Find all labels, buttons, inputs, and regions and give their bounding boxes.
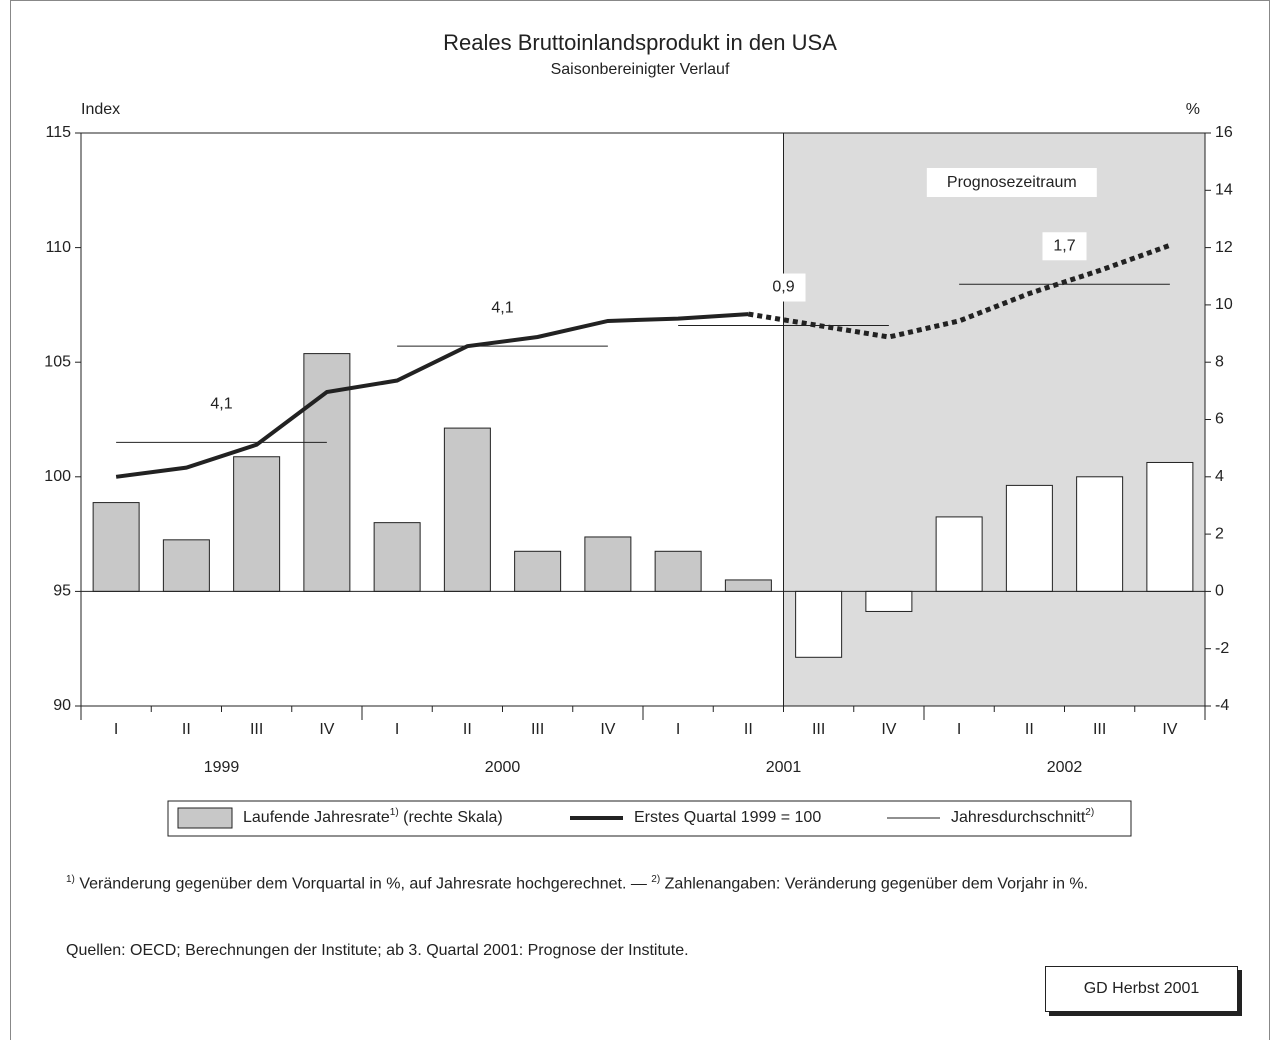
y2-tick-label: 12	[1215, 239, 1233, 256]
x-tick-label: III	[812, 721, 825, 738]
x-tick-label: II	[182, 721, 191, 738]
year-label: 2000	[485, 759, 521, 776]
annual-change-label: 1,7	[1053, 237, 1075, 254]
legend-label: Erstes Quartal 1999 = 100	[634, 809, 821, 826]
y-tick-label: 100	[44, 468, 71, 485]
bar	[795, 590, 843, 658]
bar	[303, 353, 351, 592]
x-tick-label: II	[1025, 721, 1034, 738]
y-tick-label: 105	[44, 353, 71, 370]
x-tick-label: IV	[319, 721, 334, 738]
year-label: 2001	[766, 759, 802, 776]
legend-note: 1)	[390, 807, 399, 818]
label-box	[761, 273, 806, 302]
footnote-mark: 2)	[651, 874, 661, 885]
x-tick-label: I	[114, 721, 118, 738]
badge: GD Herbst 2001	[1045, 966, 1238, 1012]
x-tick-label: II	[744, 721, 753, 738]
y-axis-label: Index	[81, 101, 120, 118]
forecast-label: Prognosezeitraum	[947, 174, 1077, 191]
chart-title: Reales Bruttoinlandsprodukt in den USA	[443, 30, 837, 55]
line	[115, 312, 749, 479]
chart-subtitle: Saisonbereinigter Verlauf	[551, 61, 730, 78]
x-tick-label: II	[463, 721, 472, 738]
y2-tick-label: 14	[1215, 182, 1233, 199]
legend-label: Laufende Jahresrate1) (rechte Skala)	[243, 807, 503, 826]
x-tick-label: III	[1093, 721, 1106, 738]
legend-name: Jahresdurchschnitt	[951, 809, 1086, 826]
bar	[584, 536, 632, 592]
y-tick-label: 90	[53, 697, 71, 714]
x-tick-label: I	[395, 721, 399, 738]
bar	[514, 550, 562, 592]
y2-tick-label: 6	[1215, 411, 1224, 428]
bar	[162, 539, 210, 592]
forecast-area	[783, 133, 1205, 706]
label-box	[1042, 232, 1087, 261]
y-tick-label: 110	[45, 239, 71, 256]
x-tick-label: IV	[600, 721, 615, 738]
label-box	[199, 390, 244, 419]
footnote: Zahlenangaben: Veränderung gegenüber dem…	[664, 875, 1089, 893]
footnote: Veränderung gegenüber dem Vorquartal in …	[79, 875, 652, 893]
source: Quellen: OECD; Berechnungen der Institut…	[66, 942, 689, 959]
year-label: 2002	[1047, 759, 1083, 776]
bar	[233, 456, 281, 592]
bar	[654, 550, 702, 592]
x-tick-label: IV	[881, 721, 896, 738]
y2-tick-label: 0	[1215, 583, 1224, 600]
bar	[935, 516, 983, 592]
x-tick-label: III	[250, 721, 263, 738]
y2-tick-label: 16	[1215, 124, 1233, 141]
x-tick-label: IV	[1162, 721, 1177, 738]
y2-tick-label: 4	[1215, 468, 1224, 485]
legend-name: Laufende Jahresrate	[243, 809, 390, 826]
footnote-mark: 1)	[66, 874, 75, 885]
x-tick-label: III	[531, 721, 544, 738]
forecast-line	[747, 242, 1171, 340]
label-box	[926, 168, 1097, 197]
y2-tick-label: 10	[1215, 296, 1233, 313]
legend-label: Jahresdurchschnitt2)	[951, 807, 1094, 826]
y2-tick-label: 8	[1215, 353, 1224, 370]
year-label: 1999	[204, 759, 240, 776]
footnotes: 1) Veränderung gegenüber dem Vorquartal …	[66, 868, 1236, 895]
annual-change-label: 0,9	[772, 279, 794, 296]
legend-name: Erstes Quartal 1999 = 100	[634, 809, 821, 826]
legend-suffix: (rechte Skala)	[399, 809, 503, 826]
chart: Reales Bruttoinlandsprodukt in den USA S…	[44, 30, 1233, 837]
bar	[865, 590, 913, 612]
legend-box	[167, 800, 1132, 837]
annual-change-label: 4,1	[491, 299, 513, 316]
y-tick-label: 115	[45, 124, 71, 141]
bar	[724, 579, 772, 592]
x-tick-label: I	[957, 721, 961, 738]
x-tick-label: I	[676, 721, 680, 738]
bar	[1005, 484, 1053, 592]
y2-axis-label: %	[1186, 101, 1200, 118]
bar	[443, 427, 491, 592]
bar	[1146, 461, 1194, 592]
bar	[92, 502, 140, 592]
label-box	[480, 294, 525, 323]
y-tick-label: 95	[53, 583, 71, 600]
legend-swatch	[177, 807, 233, 829]
y2-tick-label: 2	[1215, 525, 1224, 542]
legend-note: 2)	[1085, 807, 1094, 818]
annual-change-label: 4,1	[210, 396, 232, 413]
y2-tick-label: -2	[1215, 640, 1229, 657]
bar	[373, 522, 421, 592]
y2-tick-label: -4	[1215, 697, 1229, 714]
bar	[1076, 476, 1124, 592]
